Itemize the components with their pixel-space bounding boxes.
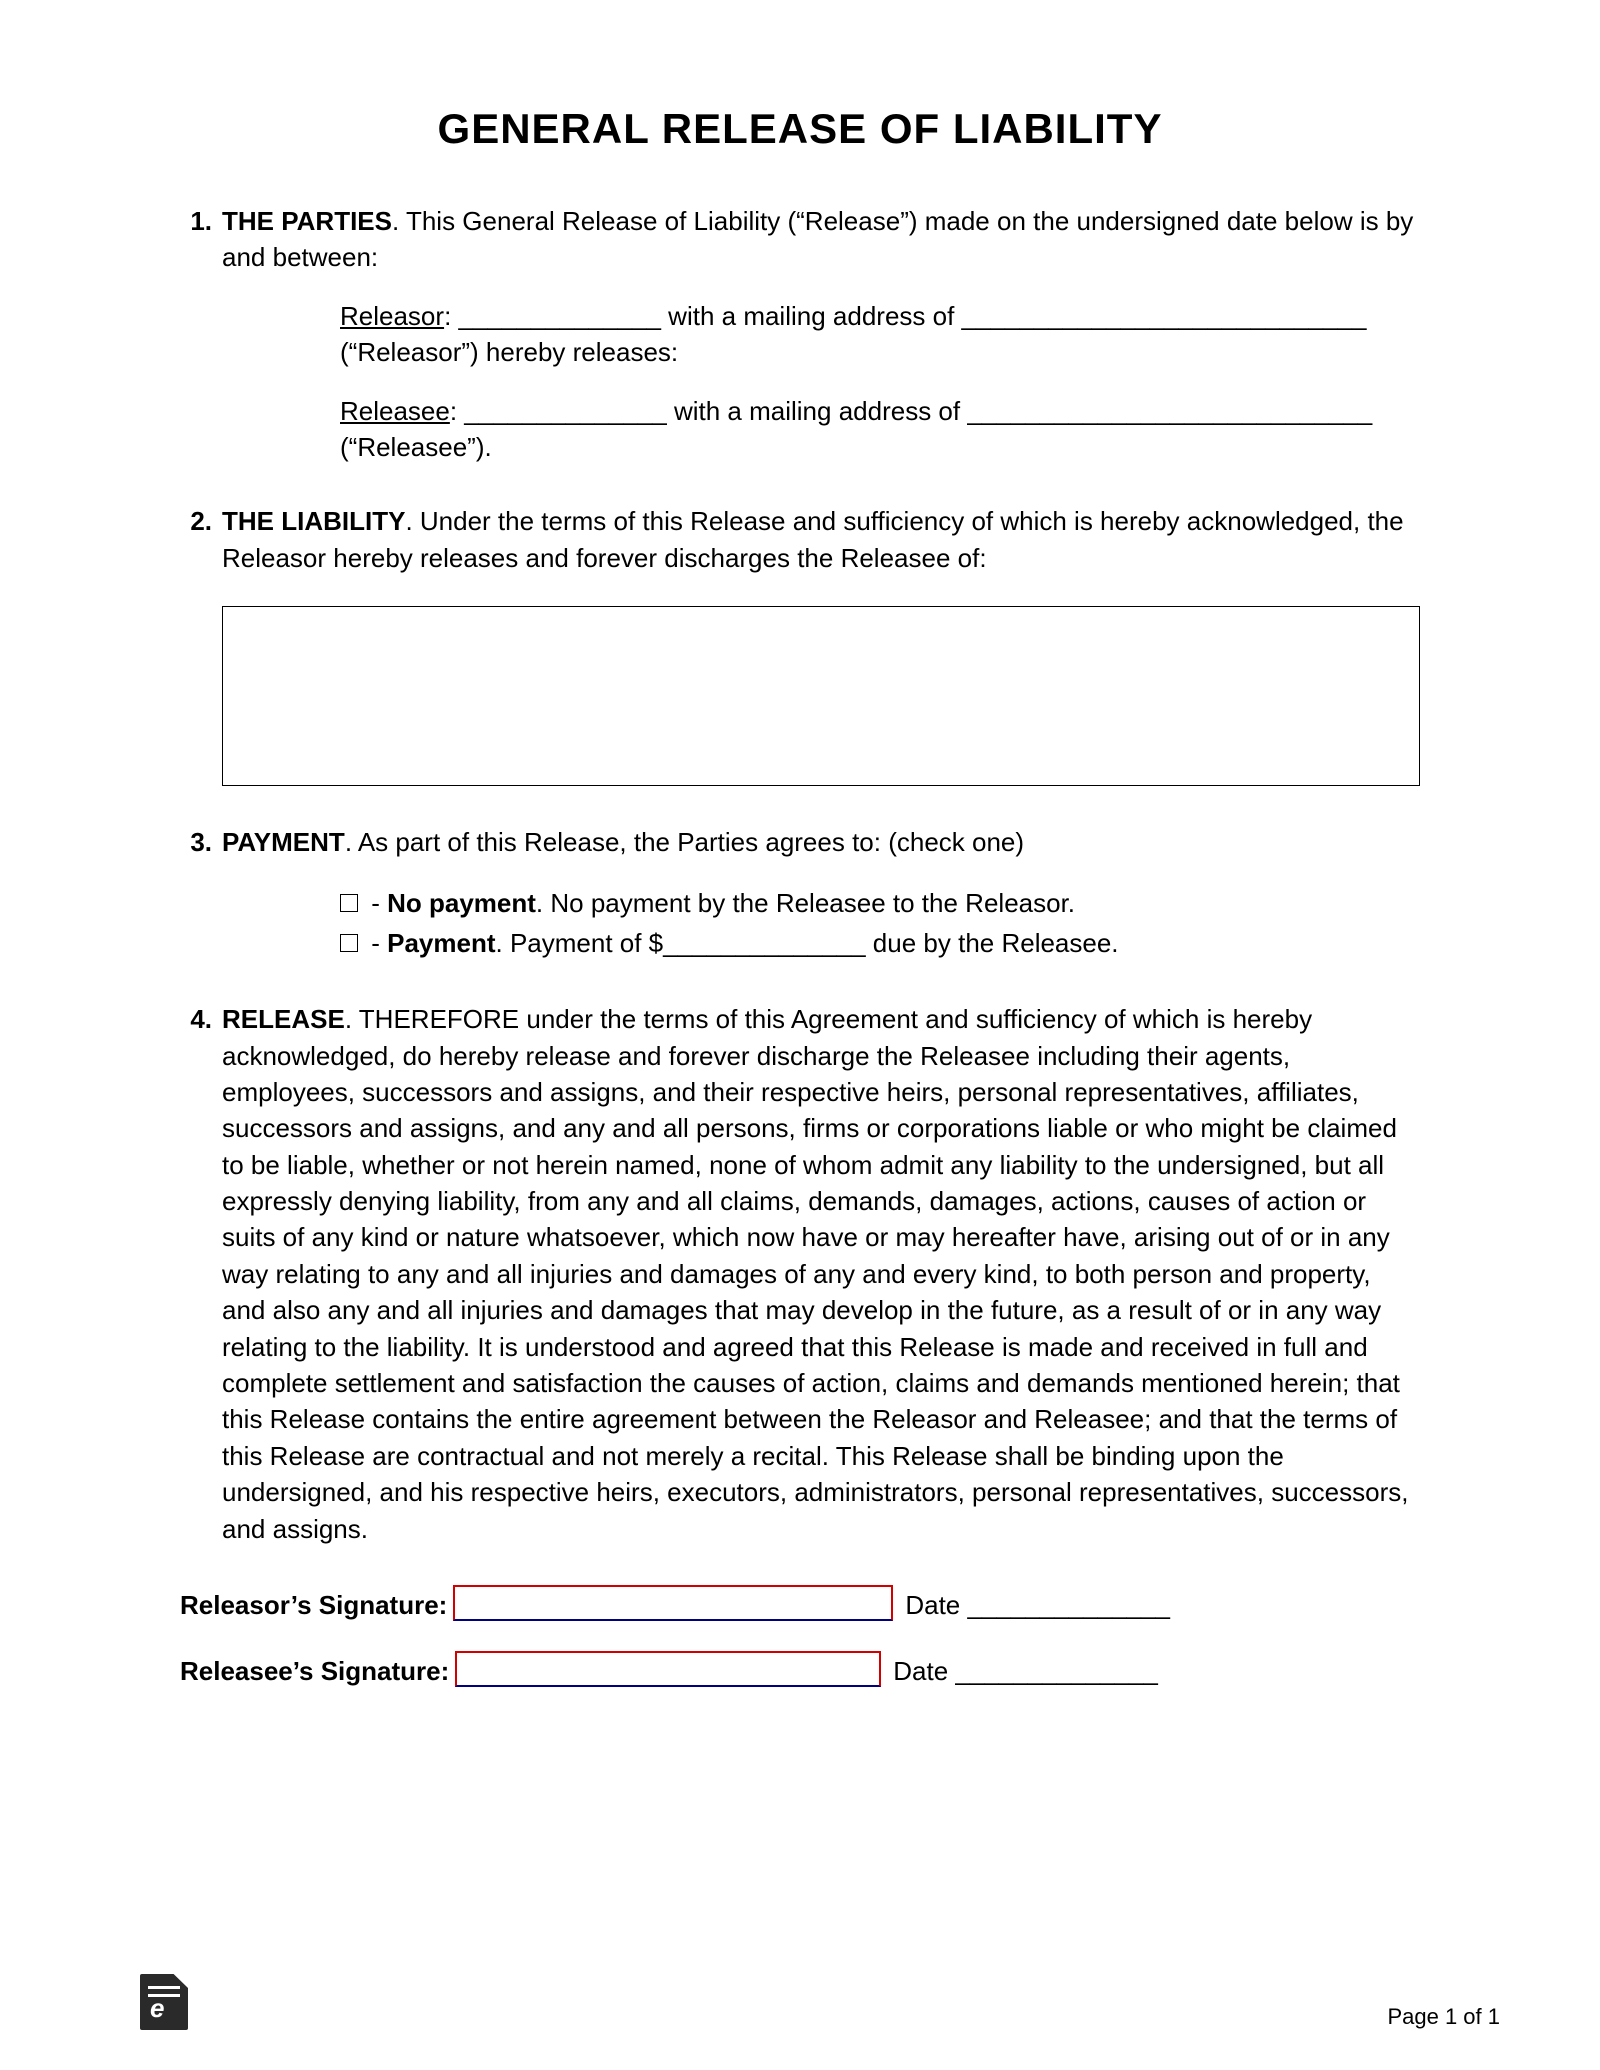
- releasor-signature-row: Releasor’s Signature: Date _____________…: [180, 1585, 1420, 1621]
- page-footer: e Page 1 of 1: [0, 1974, 1600, 2030]
- checkbox-payment[interactable]: [340, 934, 358, 952]
- no-payment-text: . No payment by the Releasee to the Rele…: [536, 888, 1075, 918]
- payment-label: Payment: [387, 928, 495, 958]
- section-body: RELEASE. THEREFORE under the terms of th…: [222, 1001, 1420, 1547]
- releasor-block: Releasor: ______________ with a mailing …: [340, 298, 1420, 371]
- section-number: 1.: [180, 203, 222, 239]
- section-heading: PAYMENT: [222, 827, 345, 857]
- section-heading: THE PARTIES: [222, 206, 392, 236]
- releasee-signature-row: Releasee’s Signature: Date _____________…: [180, 1651, 1420, 1687]
- section-heading: RELEASE: [222, 1004, 345, 1034]
- releasee-block: Releasee: ______________ with a mailing …: [340, 393, 1420, 466]
- section-number: 2.: [180, 503, 222, 539]
- brand-logo-icon: e: [140, 1974, 188, 2030]
- no-payment-label: No payment: [387, 888, 536, 918]
- releasor-label: Releasor: [340, 301, 444, 331]
- section-payment: 3. PAYMENT. As part of this Release, the…: [180, 824, 1420, 963]
- section-text: . As part of this Release, the Parties a…: [345, 827, 1024, 857]
- section-release: 4. RELEASE. THEREFORE under the terms of…: [180, 1001, 1420, 1547]
- section-number: 3.: [180, 824, 222, 860]
- section-body: PAYMENT. As part of this Release, the Pa…: [222, 824, 1420, 860]
- document-title: GENERAL RELEASE OF LIABILITY: [180, 105, 1420, 153]
- section-parties: 1. THE PARTIES. This General Release of …: [180, 203, 1420, 465]
- section-liability: 2. THE LIABILITY. Under the terms of thi…: [180, 503, 1420, 786]
- section-text: . THEREFORE under the terms of this Agre…: [222, 1004, 1408, 1543]
- releasor-signature-field[interactable]: [453, 1585, 893, 1621]
- section-number: 4.: [180, 1001, 222, 1037]
- checkbox-no-payment[interactable]: [340, 894, 358, 912]
- releasee-label: Releasee: [340, 396, 450, 426]
- payment-text: . Payment of $______________ due by the …: [496, 928, 1119, 958]
- liability-textbox[interactable]: [222, 606, 1420, 786]
- page-number: Page 1 of 1: [1387, 2004, 1500, 2030]
- section-body: THE PARTIES. This General Release of Lia…: [222, 203, 1420, 276]
- releasee-line: : ______________ with a mailing address …: [340, 396, 1372, 462]
- releasee-signature-field[interactable]: [455, 1651, 881, 1687]
- document-page: GENERAL RELEASE OF LIABILITY 1. THE PART…: [0, 0, 1600, 2070]
- releasee-date: Date ______________: [893, 1656, 1158, 1687]
- releasor-signature-label: Releasor’s Signature:: [180, 1590, 447, 1621]
- releasor-line: : ______________ with a mailing address …: [340, 301, 1366, 367]
- section-body: THE LIABILITY. Under the terms of this R…: [222, 503, 1420, 576]
- releasee-signature-label: Releasee’s Signature:: [180, 1656, 449, 1687]
- section-heading: THE LIABILITY: [222, 506, 405, 536]
- payment-options: - No payment. No payment by the Releasee…: [340, 883, 1420, 964]
- section-text: . This General Release of Liability (“Re…: [222, 206, 1413, 272]
- releasor-date: Date ______________: [905, 1590, 1170, 1621]
- payment-option: - Payment. Payment of $______________ du…: [340, 923, 1420, 963]
- no-payment-option: - No payment. No payment by the Releasee…: [340, 883, 1420, 923]
